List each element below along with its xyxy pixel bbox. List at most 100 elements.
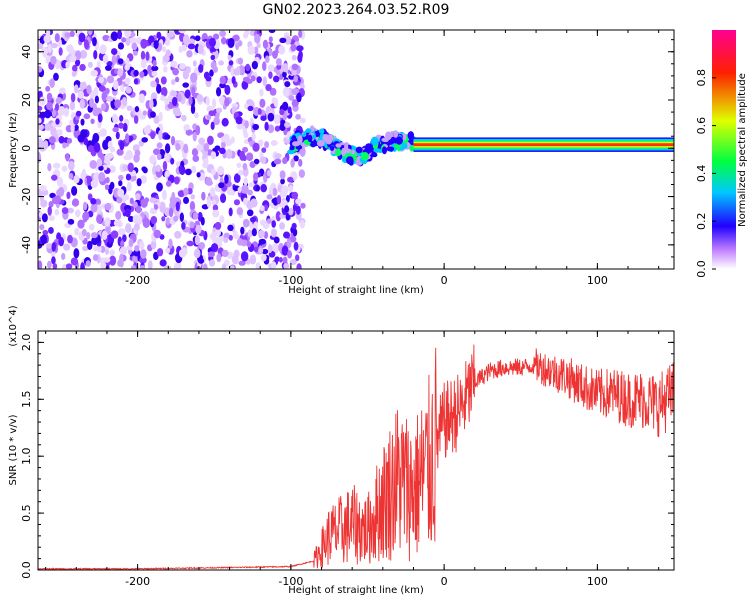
noise-blob (238, 260, 246, 266)
noise-blob (287, 250, 293, 259)
noise-blob (167, 103, 175, 109)
noise-blob (112, 126, 119, 133)
noise-blob (273, 158, 282, 165)
spectrogram-y-tick-label: 20 (20, 93, 33, 107)
noise-blob (90, 198, 97, 205)
noise-blob (57, 106, 66, 116)
noise-blob (163, 66, 168, 73)
noise-blob (246, 99, 254, 105)
noise-blob (61, 252, 66, 260)
noise-blob (107, 233, 113, 245)
noise-blob (83, 137, 89, 146)
noise-blob (38, 117, 42, 124)
noise-blob (272, 50, 278, 59)
tone-blob (312, 134, 317, 140)
noise-blob (133, 50, 138, 56)
noise-blob (253, 246, 259, 253)
noise-blob (75, 110, 82, 117)
noise-blob (211, 243, 219, 252)
noise-blob (205, 75, 212, 82)
noise-blob (298, 30, 303, 38)
noise-blob (104, 217, 111, 227)
noise-blob (139, 71, 145, 78)
noise-blob (170, 90, 177, 97)
noise-blob (237, 169, 244, 176)
noise-blob (70, 257, 79, 266)
noise-blob (247, 105, 254, 112)
noise-blob (186, 240, 194, 247)
tone-blob (291, 135, 296, 140)
noise-blob (230, 67, 235, 77)
tone-blob (335, 148, 342, 157)
noise-blob (83, 39, 90, 50)
noise-blob (170, 60, 178, 68)
noise-blob (65, 263, 73, 269)
noise-blob (39, 224, 45, 230)
noise-blob (278, 257, 283, 263)
noise-blob (229, 189, 236, 196)
noise-blob (260, 156, 267, 164)
noise-blob (263, 231, 269, 239)
noise-blob (276, 63, 282, 70)
noise-blob (266, 169, 272, 177)
noise-blob (168, 207, 174, 218)
noise-blob (39, 111, 48, 118)
tone-blob (341, 147, 347, 156)
noise-blob (192, 212, 199, 220)
noise-blob (182, 82, 190, 88)
noise-blob (149, 197, 157, 204)
noise-blob (198, 63, 204, 73)
noise-blob (164, 170, 171, 178)
noise-blob (251, 60, 259, 70)
noise-blob (46, 260, 52, 269)
noise-blob (159, 201, 166, 212)
noise-blob (164, 143, 171, 154)
noise-blob (186, 50, 193, 58)
noise-blob (103, 154, 111, 164)
noise-blob (52, 263, 58, 269)
noise-blob (48, 136, 56, 144)
noise-blob (288, 184, 294, 194)
noise-blob (296, 45, 304, 52)
noise-blob (97, 113, 103, 123)
spectrogram-frame (37, 29, 675, 270)
noise-blob (47, 163, 52, 172)
noise-blob (275, 58, 282, 66)
noise-blob (69, 55, 77, 63)
noise-blob (144, 197, 150, 203)
noise-blob (102, 164, 108, 171)
noise-blob (179, 212, 185, 223)
noise-blob (270, 139, 278, 147)
snr-frame (37, 330, 675, 571)
noise-blob (187, 43, 196, 50)
noise-blob (71, 185, 78, 196)
noise-blob (244, 30, 250, 37)
noise-blob (279, 108, 285, 116)
noise-blob (79, 63, 86, 71)
noise-blob (38, 152, 42, 163)
noise-blob (189, 221, 195, 229)
noise-blob (206, 197, 212, 208)
noise-blob (129, 37, 137, 45)
noise-blob (158, 130, 163, 141)
noise-blob (281, 245, 289, 256)
noise-blob (255, 185, 260, 192)
noise-blob (275, 211, 282, 222)
noise-blob (150, 215, 158, 225)
noise-blob (282, 86, 290, 97)
tone-blob (373, 148, 382, 153)
noise-blob (87, 30, 93, 36)
noise-blob (51, 242, 56, 252)
noise-blob (182, 69, 190, 80)
noise-blob (93, 172, 101, 182)
noise-blob (271, 97, 277, 104)
tone-blob (395, 136, 403, 145)
noise-blob (173, 262, 180, 269)
noise-blob (263, 204, 269, 212)
noise-blob (113, 220, 119, 227)
noise-blob (291, 63, 299, 71)
noise-blob (192, 60, 197, 67)
noise-blob (235, 116, 243, 125)
noise-blob (258, 229, 265, 238)
